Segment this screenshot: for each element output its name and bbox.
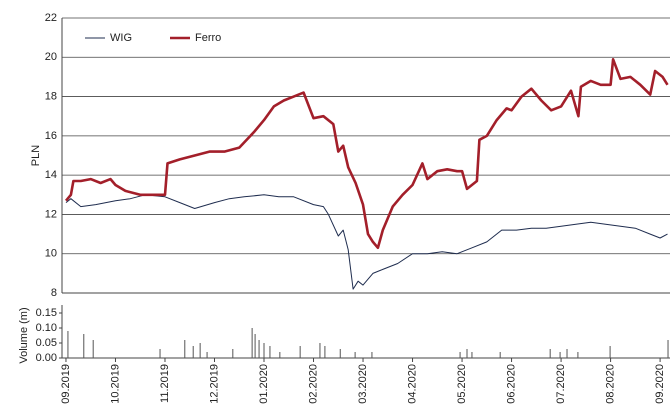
bar <box>566 349 568 358</box>
bar <box>254 334 256 358</box>
y-tick-label: 22 <box>45 12 57 24</box>
x-tick-label: 06.2020 <box>505 364 517 404</box>
bar <box>258 340 260 358</box>
bar <box>206 352 208 358</box>
bar <box>466 349 468 358</box>
x-tick-label: 03.2020 <box>357 364 369 404</box>
y-axis-label: PLN <box>30 145 42 166</box>
y-tick-label: 0.10 <box>36 322 57 334</box>
y-tick-label: 0.15 <box>36 307 57 319</box>
x-tick-label: 11.2019 <box>159 364 171 403</box>
bar <box>263 343 265 358</box>
bar <box>199 343 201 358</box>
x-tick-label: 08.2020 <box>604 364 616 404</box>
x-tick-label: 09.2020 <box>654 364 666 404</box>
bar <box>251 328 253 358</box>
y-tick-label: 14 <box>45 169 57 181</box>
x-tick-label: 09.2019 <box>60 364 72 404</box>
bar <box>159 349 161 358</box>
x-tick-label: 01.2020 <box>258 364 270 404</box>
bar <box>184 340 186 358</box>
x-tick-label: 04.2020 <box>406 364 418 404</box>
y-tick-label: 18 <box>45 90 57 102</box>
legend-label: WIG <box>110 32 132 44</box>
bar <box>459 352 461 358</box>
y-axis-label: Volume (m) <box>18 307 30 363</box>
x-tick-label: 05.2020 <box>456 364 468 404</box>
bar <box>577 352 579 358</box>
bar <box>279 352 281 358</box>
y-tick-label: 0.00 <box>36 352 57 364</box>
bar <box>471 352 473 358</box>
y-tick-label: 12 <box>45 208 57 220</box>
bar <box>299 346 301 358</box>
bar <box>269 346 271 358</box>
bar <box>192 346 194 358</box>
bar <box>324 346 326 358</box>
y-tick-label: 10 <box>45 248 57 260</box>
bar <box>319 343 321 358</box>
legend-label: Ferro <box>195 32 221 44</box>
bar <box>667 340 669 358</box>
bar <box>339 349 341 358</box>
bar <box>549 349 551 358</box>
y-tick-label: 16 <box>45 130 57 142</box>
bar <box>499 352 501 358</box>
y-tick-label: 20 <box>45 51 57 63</box>
bar <box>92 340 94 358</box>
y-tick-label: 8 <box>51 287 57 299</box>
x-tick-label: 12.2019 <box>208 364 220 404</box>
x-tick-label: 07.2020 <box>555 364 567 404</box>
line-1 <box>64 58 669 250</box>
line-0 <box>65 194 668 290</box>
x-tick-label: 02.2020 <box>307 364 319 404</box>
y-tick-label: 0.05 <box>36 337 57 349</box>
bar <box>67 331 69 358</box>
bar <box>559 352 561 358</box>
bar <box>354 352 356 358</box>
x-tick-label: 10.2019 <box>109 364 121 404</box>
bar <box>83 334 85 358</box>
bar <box>371 352 373 358</box>
bar <box>232 349 234 358</box>
bar <box>609 346 611 358</box>
